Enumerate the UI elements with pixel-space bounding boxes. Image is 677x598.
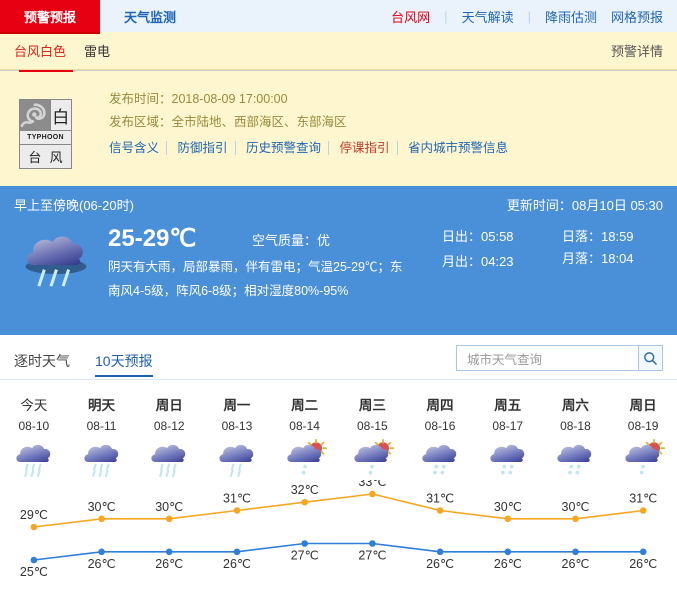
svg-text:31℃: 31℃ bbox=[223, 492, 251, 506]
svg-text:29℃: 29℃ bbox=[20, 508, 48, 522]
svg-text:26℃: 26℃ bbox=[629, 557, 657, 571]
svg-text:27℃: 27℃ bbox=[291, 549, 319, 563]
svg-text:31℃: 31℃ bbox=[426, 492, 454, 506]
svg-text:30℃: 30℃ bbox=[494, 500, 522, 514]
svg-text:33℃: 33℃ bbox=[358, 480, 386, 489]
svg-text:25℃: 25℃ bbox=[20, 565, 48, 579]
svg-text:27℃: 27℃ bbox=[358, 549, 386, 563]
svg-text:26℃: 26℃ bbox=[426, 557, 454, 571]
svg-text:26℃: 26℃ bbox=[223, 557, 251, 571]
svg-text:30℃: 30℃ bbox=[88, 500, 116, 514]
svg-text:32℃: 32℃ bbox=[291, 483, 319, 497]
svg-text:31℃: 31℃ bbox=[629, 492, 657, 506]
svg-text:30℃: 30℃ bbox=[155, 500, 183, 514]
svg-text:30℃: 30℃ bbox=[562, 500, 590, 514]
svg-text:26℃: 26℃ bbox=[494, 557, 522, 571]
svg-text:26℃: 26℃ bbox=[562, 557, 590, 571]
svg-text:26℃: 26℃ bbox=[155, 557, 183, 571]
svg-text:26℃: 26℃ bbox=[88, 557, 116, 571]
